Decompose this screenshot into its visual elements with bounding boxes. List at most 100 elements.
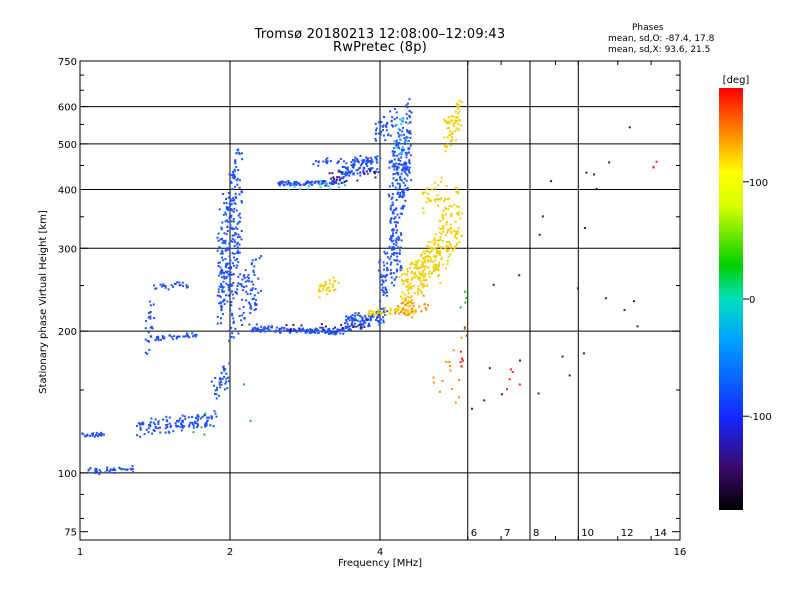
echo-point	[407, 309, 410, 312]
echo-point	[392, 154, 395, 157]
echo-point	[331, 180, 334, 183]
echo-point	[175, 419, 178, 422]
echo-point	[143, 433, 146, 436]
echo-point	[231, 312, 234, 315]
echo-point	[383, 116, 386, 119]
echo-point	[395, 241, 398, 244]
echo-point	[347, 329, 350, 332]
echo-point	[390, 159, 393, 162]
echo-point	[223, 303, 226, 306]
echo-point	[403, 171, 406, 174]
echo-point	[434, 268, 437, 271]
echo-point	[435, 252, 438, 255]
echo-point	[463, 326, 466, 329]
echo-point	[374, 156, 377, 159]
echo-point	[458, 99, 461, 102]
echo-point	[217, 264, 220, 267]
echo-point	[279, 327, 282, 330]
echo-point	[322, 326, 325, 329]
echo-point	[415, 274, 418, 277]
echo-point	[438, 390, 441, 393]
echo-point	[218, 285, 221, 288]
echo-point	[368, 322, 371, 325]
echo-point	[422, 250, 425, 253]
echo-point	[159, 338, 162, 341]
echo-point	[222, 213, 225, 216]
echo-point	[220, 276, 223, 279]
echo-point	[401, 207, 404, 210]
echo-point	[239, 273, 242, 276]
echo-point	[402, 166, 405, 169]
echo-point	[392, 228, 395, 231]
echo-point	[417, 259, 420, 262]
echo-point	[251, 287, 254, 290]
echo-point	[396, 252, 399, 255]
echo-point	[449, 119, 452, 122]
echo-point	[359, 327, 362, 330]
echo-point	[218, 246, 221, 249]
echo-point	[289, 182, 292, 185]
echo-point	[366, 165, 369, 168]
echo-point	[623, 309, 626, 312]
echo-point	[376, 168, 379, 171]
echo-point	[396, 168, 399, 171]
echo-point	[561, 355, 564, 358]
echo-point	[220, 304, 223, 307]
echo-point	[348, 325, 351, 328]
echo-point	[400, 172, 403, 175]
echo-point	[231, 188, 234, 191]
echo-point	[317, 180, 320, 183]
echo-point	[329, 160, 332, 163]
echo-point	[284, 181, 287, 184]
echo-point	[319, 283, 322, 286]
echo-point	[382, 307, 385, 310]
echo-point	[405, 163, 408, 166]
echo-point	[195, 417, 198, 420]
echo-point	[326, 182, 329, 185]
echo-point	[152, 303, 155, 306]
echo-point	[242, 383, 245, 386]
echo-point	[186, 285, 189, 288]
echo-point	[124, 468, 127, 471]
echo-point	[175, 425, 178, 428]
echo-point	[390, 160, 393, 163]
echo-point	[334, 331, 337, 334]
echo-point	[250, 262, 253, 265]
echo-point	[255, 327, 258, 330]
echo-point	[175, 337, 178, 340]
y-tick-label: 500	[58, 140, 77, 151]
echo-point	[385, 129, 388, 132]
echo-point	[359, 323, 362, 326]
echo-point	[382, 280, 385, 283]
echo-point	[441, 379, 444, 382]
echo-point	[350, 161, 353, 164]
echo-point	[365, 162, 368, 165]
echo-point	[369, 167, 372, 170]
echo-point	[413, 272, 416, 275]
echo-point	[383, 250, 386, 253]
echo-point	[326, 286, 329, 289]
echo-point	[387, 134, 390, 137]
echo-point	[231, 240, 234, 243]
echo-point	[345, 162, 348, 165]
echo-point	[352, 158, 355, 161]
echo-point	[192, 424, 195, 427]
echo-point	[400, 163, 403, 166]
echo-point	[398, 147, 401, 150]
echo-point	[384, 314, 387, 317]
echo-point	[406, 189, 409, 192]
echo-point	[263, 327, 266, 330]
echo-point	[270, 326, 273, 329]
echo-point	[147, 427, 150, 430]
echo-point	[448, 122, 451, 125]
echo-point	[378, 260, 381, 263]
echo-point	[324, 332, 327, 335]
echo-point	[220, 380, 223, 383]
echo-point	[148, 423, 151, 426]
echo-point	[457, 396, 460, 399]
echo-point	[460, 336, 463, 339]
echo-point	[382, 268, 385, 271]
echo-point	[241, 278, 244, 281]
echo-point	[145, 319, 148, 322]
echo-point	[410, 111, 413, 114]
